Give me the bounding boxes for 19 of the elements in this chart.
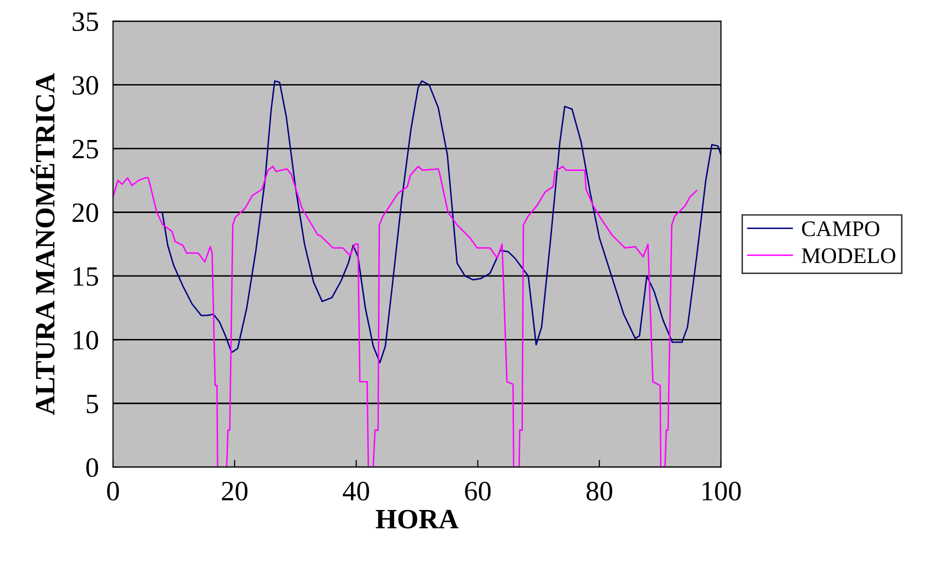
line-series xyxy=(162,80,721,364)
x-tick-label: 100 xyxy=(702,482,741,501)
y-axis-title: ALTURA MANOMÉTRICA xyxy=(30,73,55,416)
y-tick-label: 35 xyxy=(72,12,98,32)
y-tick-label: 15 xyxy=(74,267,98,286)
x-tick-label: 80 xyxy=(586,482,612,501)
y-tick-label: 10 xyxy=(74,330,98,350)
x-tick-label: 40 xyxy=(342,482,370,501)
y-tick-label: 30 xyxy=(72,76,98,95)
y-tick-label: 0 xyxy=(86,458,98,477)
x-tick-label: 60 xyxy=(465,482,491,501)
y-tick-label: 25 xyxy=(72,140,98,158)
x-axis-title: HORA xyxy=(376,510,458,528)
legend-label: MODELO xyxy=(802,248,896,264)
legend-label: CAMPO xyxy=(802,221,880,236)
x-tick-label: 20 xyxy=(222,482,248,501)
y-tick-label: 20 xyxy=(72,203,98,222)
y-tick-label: 5 xyxy=(86,394,98,414)
x-tick-label: 0 xyxy=(107,482,119,501)
